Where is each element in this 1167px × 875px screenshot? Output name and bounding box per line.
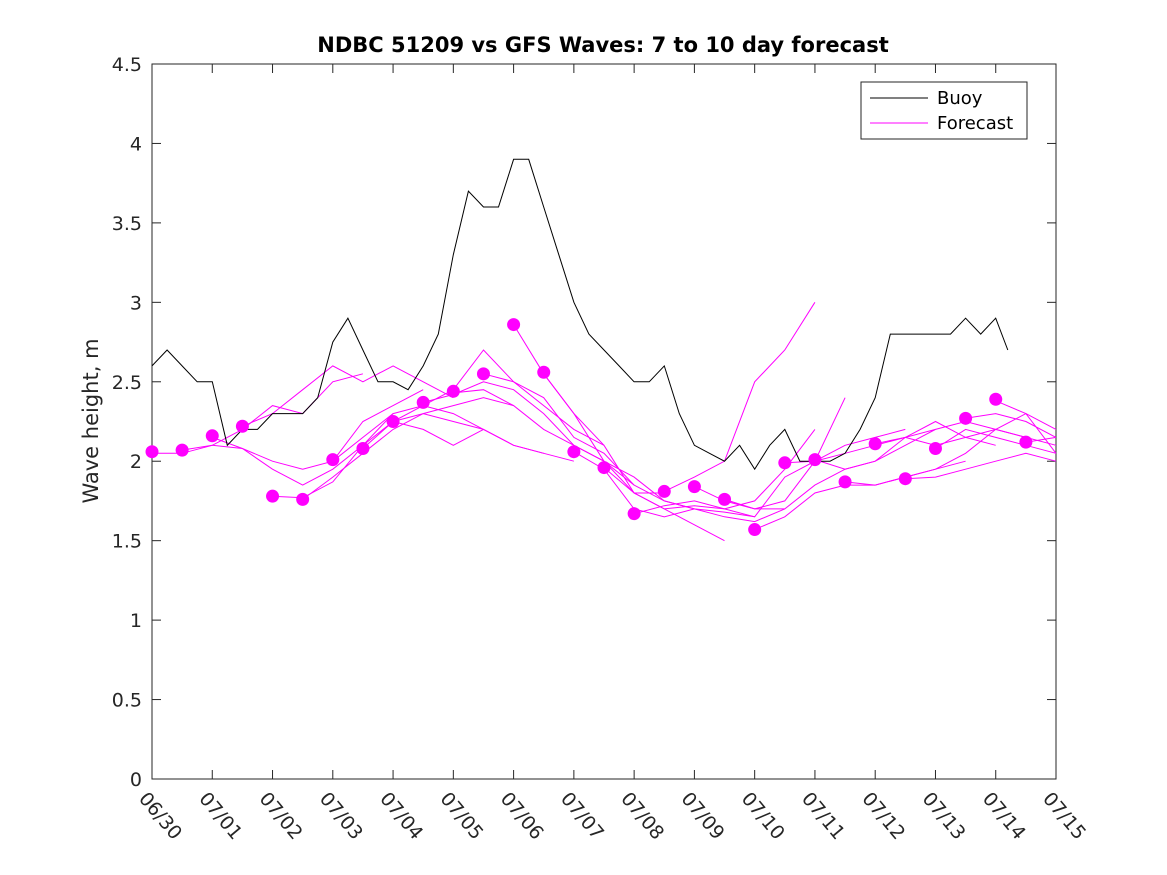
- forecast-point: [1019, 435, 1033, 449]
- plot-area: [151, 63, 1057, 780]
- forecast-point: [416, 395, 430, 409]
- forecast-point: [989, 392, 1003, 406]
- forecast-point: [296, 492, 310, 506]
- y-tick-label: 0: [130, 769, 142, 791]
- forecast-run-line: [573, 451, 785, 523]
- y-tick-label: 1: [130, 610, 142, 632]
- chart-title: NDBC 51209 vs GFS Waves: 7 to 10 day for…: [317, 33, 888, 57]
- forecast-run-line: [905, 452, 1057, 480]
- forecast-point: [476, 367, 490, 381]
- forecast-run-line: [814, 420, 1027, 470]
- forecast-run-line: [965, 413, 1057, 438]
- forecast-run-line: [543, 373, 755, 518]
- y-tick-label: 3: [130, 292, 142, 314]
- forecast-point: [687, 480, 701, 494]
- forecast-point: [748, 523, 762, 537]
- buoy-line: [151, 158, 1009, 471]
- y-tick-label: 4.5: [112, 54, 142, 76]
- forecast-run-line: [302, 397, 514, 500]
- forecast-run-line: [935, 428, 1057, 454]
- y-tick-label: 2.5: [112, 372, 142, 394]
- forecast-point: [868, 437, 882, 451]
- forecast-run-line: [845, 412, 1057, 486]
- forecast-markers: [145, 318, 1033, 537]
- legend-buoy-label: Buoy: [937, 88, 983, 109]
- legend-forecast-label: Forecast: [937, 113, 1013, 134]
- forecast-point: [507, 318, 521, 332]
- legend-box: [860, 81, 1028, 140]
- forecast-run-line: [483, 373, 695, 510]
- y-tick-label: 4: [130, 133, 142, 155]
- y-axis-label: Wave height, m: [79, 338, 103, 503]
- forecast-point: [175, 443, 189, 457]
- forecast-point: [657, 484, 671, 498]
- forecast-point: [235, 419, 249, 433]
- forecast-point: [808, 453, 822, 467]
- forecast-run-line: [453, 389, 665, 494]
- y-tick-label: 2: [130, 451, 142, 473]
- forecast-run-line: [633, 397, 846, 518]
- forecast-point: [205, 429, 219, 443]
- buoy-series: [151, 158, 1009, 471]
- forecast-point: [959, 411, 973, 425]
- forecast-run-line: [995, 400, 1057, 430]
- forecast-point: [597, 461, 611, 475]
- y-axis: 0 0.5 1 1.5 2 2.5 3 3.5 4 4.5: [112, 54, 1056, 791]
- forecast-point: [838, 475, 852, 489]
- forecast-run-line: [603, 429, 816, 510]
- forecast-point: [718, 492, 732, 506]
- y-tick-label: 1.5: [112, 531, 142, 553]
- forecast-point: [778, 456, 792, 470]
- forecast-point: [356, 442, 370, 456]
- forecast-run-line: [724, 428, 936, 510]
- y-tick-label: 3.5: [112, 213, 142, 235]
- forecast-point: [537, 365, 551, 379]
- forecast-point: [145, 445, 159, 459]
- forecast-run-line: [212, 389, 424, 470]
- forecast-point: [928, 442, 942, 456]
- legend: Buoy Forecast: [860, 81, 1028, 140]
- forecast-point: [627, 507, 641, 521]
- y-tick-label: 0.5: [112, 690, 142, 712]
- forecast-point: [898, 472, 912, 486]
- forecast-point: [386, 415, 400, 428]
- forecast-point: [266, 489, 280, 503]
- forecast-point: [567, 445, 581, 459]
- forecast-point: [326, 453, 340, 467]
- forecast-run-line: [242, 365, 454, 427]
- forecast-run-line: [664, 302, 816, 492]
- forecast-point: [446, 384, 460, 398]
